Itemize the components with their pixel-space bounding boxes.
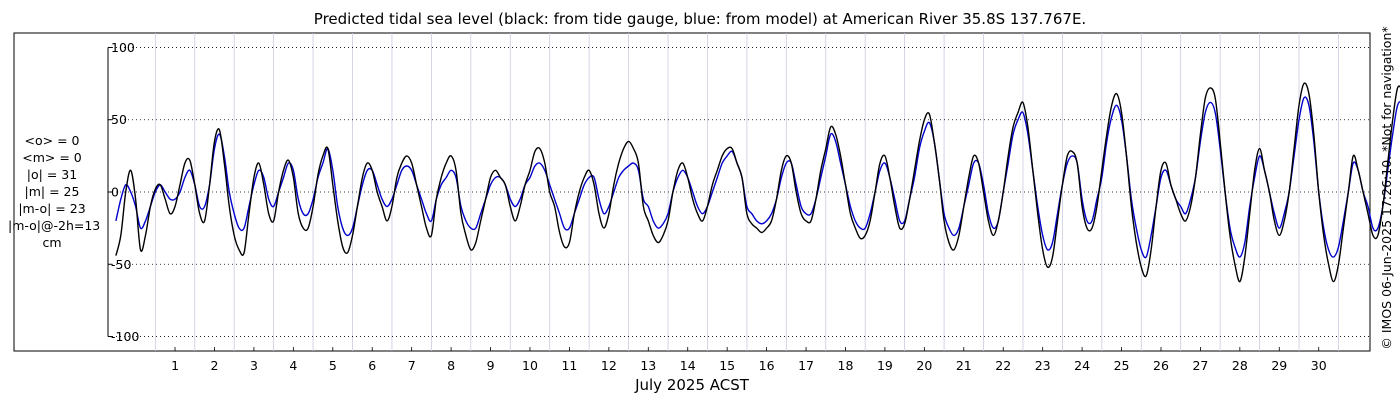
stat-abs-model: |m| = 25 xyxy=(24,184,80,199)
stat-mean-observed: <o> = 0 xyxy=(24,133,80,148)
x-tick-label: 22 xyxy=(995,358,1011,373)
y-axis: -100 -50 0 50 100 xyxy=(107,40,139,344)
x-tick-label: 12 xyxy=(601,358,617,373)
x-tick-label: 16 xyxy=(759,358,775,373)
x-tick-label: 14 xyxy=(680,358,696,373)
credit-text: © IMOS 06-Jun-2025 17:26:10. *Not for na… xyxy=(1379,26,1394,349)
y-tick-label: -50 xyxy=(111,257,131,272)
stat-abs-diff-lag: |m-o|@-2h=13 xyxy=(8,218,101,233)
stat-abs-observed: |o| = 31 xyxy=(26,167,78,182)
x-tick-label: 1 xyxy=(171,358,179,373)
x-axis-label: July 2025 ACST xyxy=(634,376,750,394)
x-tick-label: 29 xyxy=(1271,358,1287,373)
x-tick-label: 26 xyxy=(1153,358,1169,373)
stat-unit: cm xyxy=(42,235,62,250)
x-tick-label: 28 xyxy=(1232,358,1248,373)
x-tick-label: 25 xyxy=(1114,358,1130,373)
x-tick-label: 20 xyxy=(916,358,932,373)
x-tick-label: 17 xyxy=(798,358,814,373)
stat-mean-model: <m> = 0 xyxy=(22,150,82,165)
x-tick-label: 30 xyxy=(1311,358,1327,373)
y-tick-label: 0 xyxy=(111,185,119,200)
x-tick-label: 11 xyxy=(561,358,577,373)
x-tick-label: 19 xyxy=(877,358,893,373)
x-axis: 1 2 3 4 5 6 7 8 9 10 11 12 13 14 15 16 17 18 19 20 21 22 23 24 2… xyxy=(171,347,1327,373)
gauge-series-line xyxy=(115,82,1400,283)
outer-frame xyxy=(13,32,1371,352)
x-tick-label: 18 xyxy=(838,358,854,373)
x-tick-label: 24 xyxy=(1074,358,1090,373)
x-tick-label: 8 xyxy=(447,358,455,373)
x-tick-label: 2 xyxy=(211,358,219,373)
stats-panel: <o> = 0 <m> = 0 |o| = 31 |m| = 25 |m-o| … xyxy=(8,132,101,251)
x-tick-label: 15 xyxy=(719,358,735,373)
model-series-line xyxy=(115,96,1400,259)
x-tick-label: 27 xyxy=(1192,358,1208,373)
x-tick-label: 6 xyxy=(368,358,376,373)
x-tick-label: 9 xyxy=(487,358,495,373)
x-tick-label: 7 xyxy=(408,358,416,373)
x-tick-label: 21 xyxy=(956,358,972,373)
x-tick-label: 4 xyxy=(289,358,297,373)
chart-title: Predicted tidal sea level (black: from t… xyxy=(314,10,1086,28)
x-tick-label: 13 xyxy=(640,358,656,373)
y-tick-label: 100 xyxy=(111,40,135,55)
x-tick-label: 23 xyxy=(1035,358,1051,373)
x-tick-label: 5 xyxy=(329,358,337,373)
y-tick-label: 50 xyxy=(111,112,127,127)
stat-abs-diff: |m-o| = 23 xyxy=(18,201,86,216)
series-group xyxy=(115,82,1400,283)
x-tick-label: 10 xyxy=(522,358,538,373)
y-tick-label: -100 xyxy=(111,329,139,344)
x-tick-label: 3 xyxy=(250,358,258,373)
